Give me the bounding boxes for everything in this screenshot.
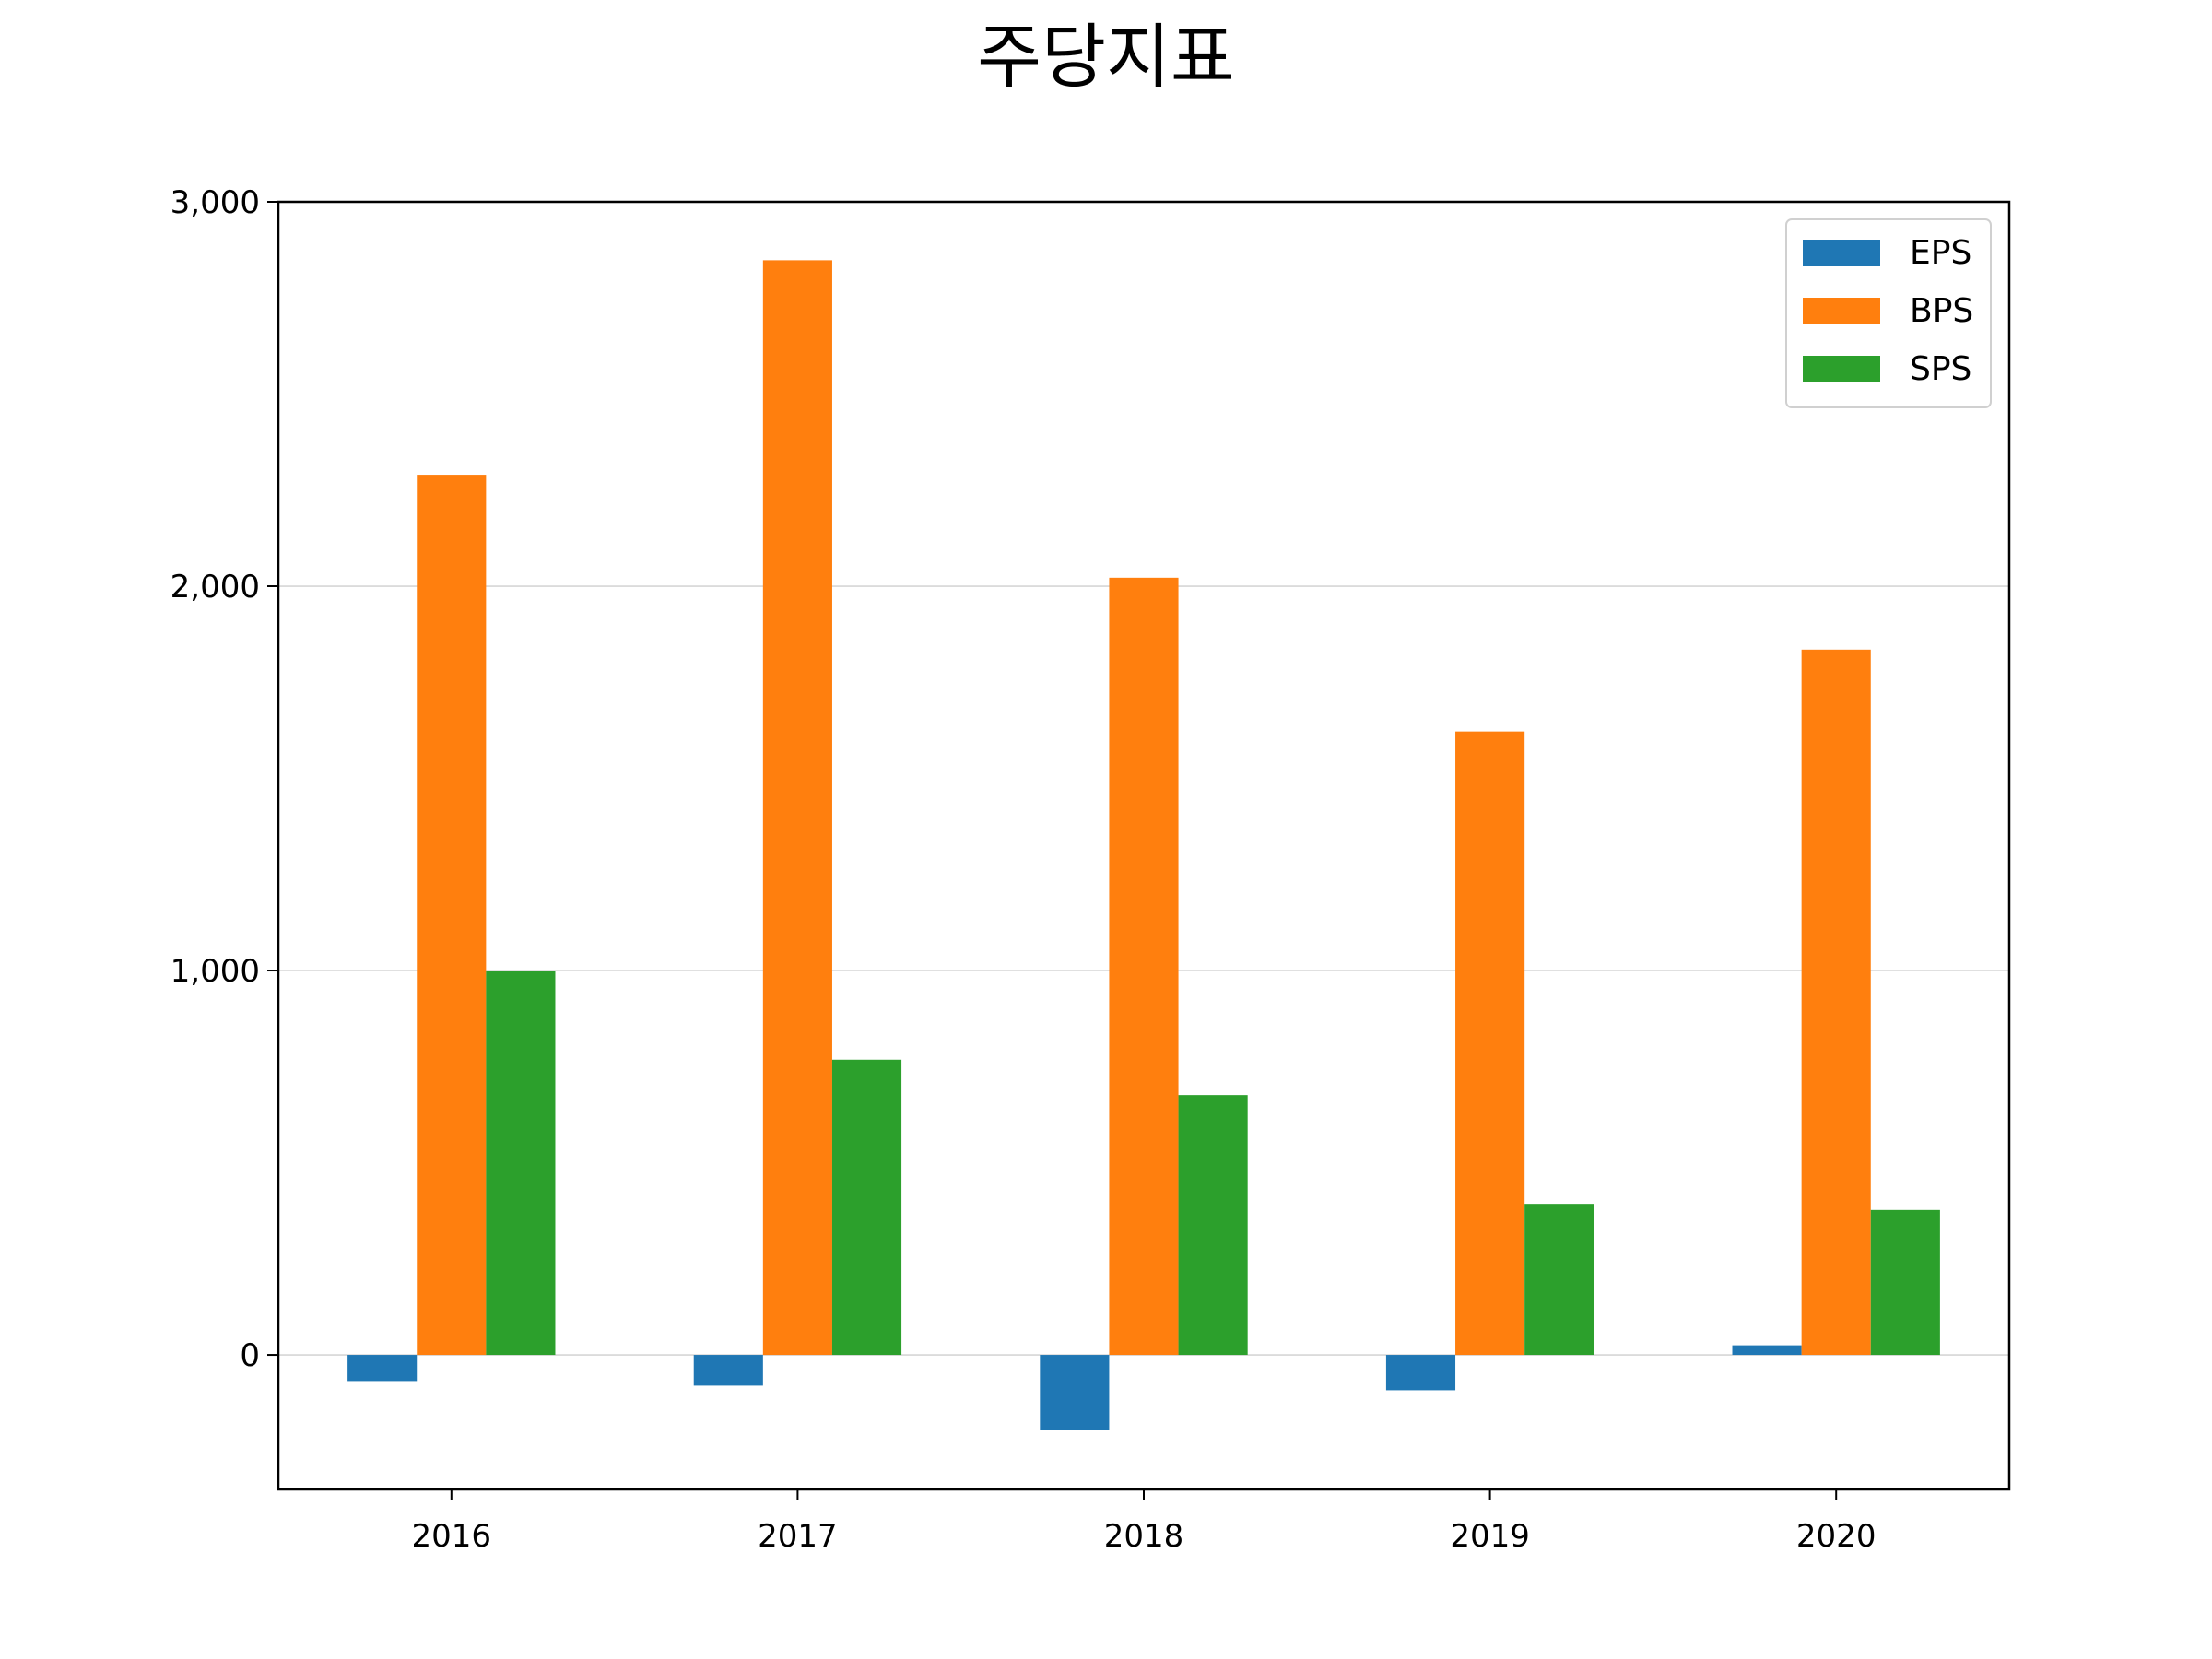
legend-swatch-bps bbox=[1803, 298, 1880, 324]
bar-eps-2020 bbox=[1732, 1345, 1802, 1356]
y-tick-label: 2,000 bbox=[171, 569, 260, 606]
x-tick-label: 2017 bbox=[758, 1518, 838, 1555]
legend-label-sps: SPS bbox=[1910, 350, 1971, 388]
bar-bps-2019 bbox=[1455, 731, 1525, 1356]
bars bbox=[347, 260, 1940, 1430]
bar-bps-2016 bbox=[417, 475, 487, 1356]
bar-sps-2019 bbox=[1524, 1204, 1594, 1356]
x-tick-label: 2019 bbox=[1450, 1518, 1530, 1555]
bar-sps-2017 bbox=[831, 1059, 902, 1356]
bar-sps-2020 bbox=[1870, 1209, 1940, 1356]
bar-eps-2016 bbox=[347, 1355, 418, 1382]
y-tick-label: 3,000 bbox=[171, 184, 260, 221]
x-tick-label: 2018 bbox=[1104, 1518, 1184, 1555]
bar-eps-2019 bbox=[1385, 1355, 1456, 1391]
legend: EPS BPS SPS bbox=[1785, 218, 1992, 408]
x-tick-label: 2016 bbox=[412, 1518, 492, 1555]
bar-sps-2018 bbox=[1178, 1095, 1248, 1356]
bar-bps-2017 bbox=[762, 260, 832, 1356]
legend-swatch-eps bbox=[1803, 240, 1880, 266]
bar-eps-2018 bbox=[1040, 1355, 1110, 1430]
legend-label-eps: EPS bbox=[1910, 234, 1971, 272]
bar-bps-2020 bbox=[1801, 649, 1871, 1356]
x-tick-label: 2020 bbox=[1796, 1518, 1877, 1555]
legend-swatch-sps bbox=[1803, 356, 1880, 382]
axes: 0 1,000 2,000 3,000 2016 2017 2018 2019 2020 bbox=[171, 184, 1877, 1555]
y-tick-label: 0 bbox=[240, 1337, 260, 1374]
chart-title: 주당지표 bbox=[977, 16, 1235, 98]
bar-sps-2016 bbox=[486, 971, 556, 1356]
bar-eps-2017 bbox=[693, 1355, 763, 1386]
bar-bps-2018 bbox=[1109, 577, 1179, 1356]
legend-label-bps: BPS bbox=[1910, 292, 1973, 330]
y-tick-label: 1,000 bbox=[171, 953, 260, 990]
